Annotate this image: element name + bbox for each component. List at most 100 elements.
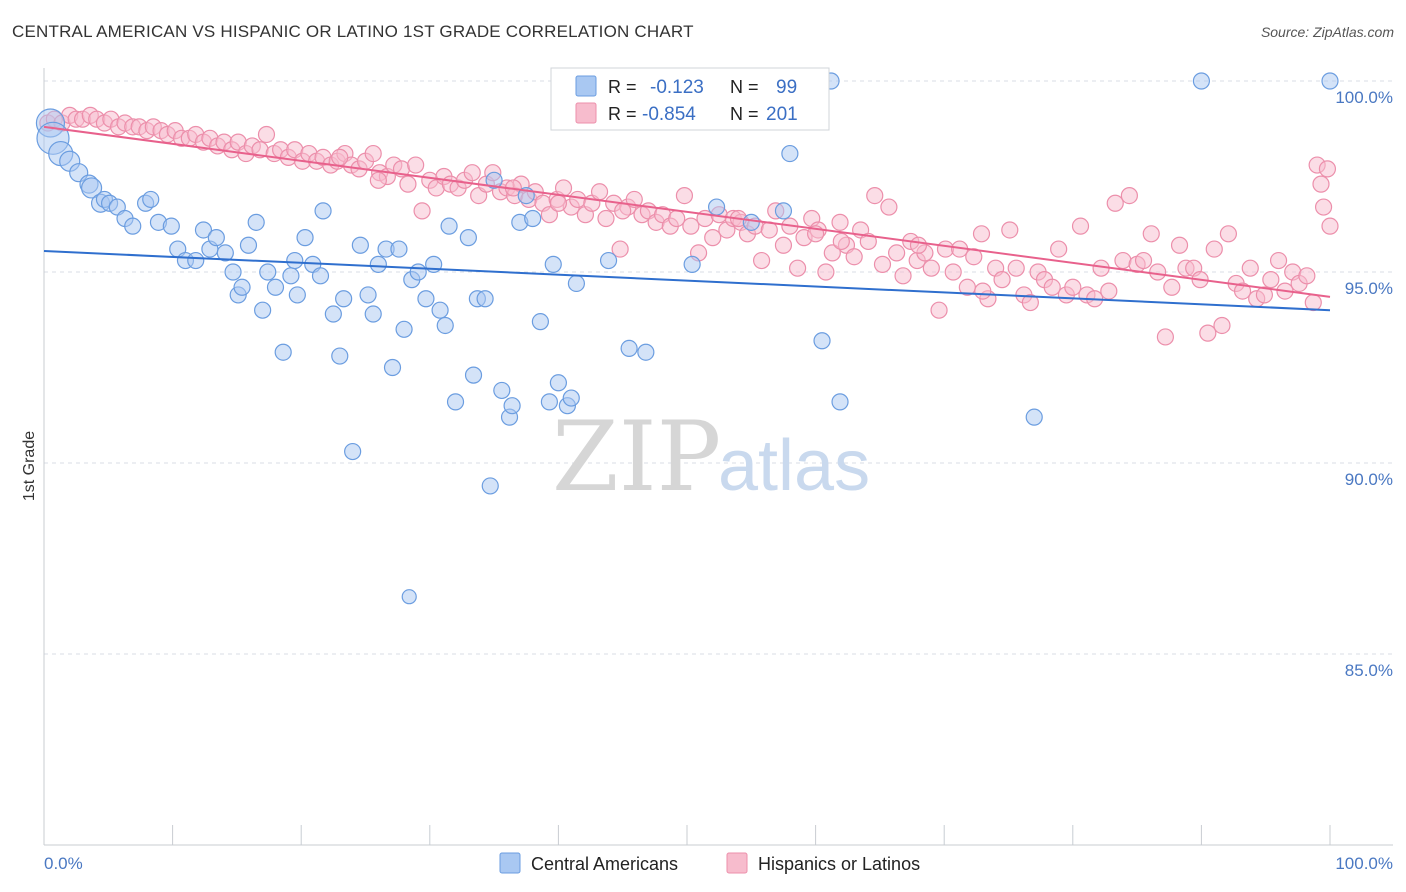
pink-data-point xyxy=(845,248,863,266)
blue-data-point xyxy=(503,397,521,415)
grid-lines xyxy=(44,80,1393,655)
pink-data-point xyxy=(569,190,587,209)
y-tick-labels: 100.0% 95.0% 90.0% 85.0% xyxy=(1335,88,1393,680)
pink-data-point xyxy=(1142,225,1160,243)
y-axis-label: 1st Grade xyxy=(21,431,38,501)
pink-data-point xyxy=(1100,282,1118,300)
pink-data-point xyxy=(1071,217,1090,235)
pink-data-point xyxy=(993,271,1011,289)
blue-data-point xyxy=(311,267,330,285)
blue-data-point xyxy=(1192,72,1211,90)
blue-data-point xyxy=(1025,408,1043,426)
pink-data-point xyxy=(1120,187,1138,205)
blue-data-point xyxy=(351,236,369,254)
pink-data-point xyxy=(1269,251,1288,270)
watermark-zip: ZIP xyxy=(552,401,721,513)
pink-data-point xyxy=(1318,160,1337,178)
blue-data-point xyxy=(481,477,499,495)
chart-source: Source: ZipAtlas.com xyxy=(1260,24,1394,40)
series-legend-blue-label: Central Americans xyxy=(531,854,678,874)
blue-data-point xyxy=(549,374,568,392)
y-tick-label: 90.0% xyxy=(1345,470,1393,489)
blue-data-point xyxy=(296,229,314,247)
blue-data-point xyxy=(446,393,465,411)
blue-data-point xyxy=(359,286,377,304)
blue-data-point xyxy=(440,217,458,235)
blue-data-point xyxy=(476,290,494,308)
pink-data-point xyxy=(859,232,877,251)
series-legend-blue-swatch xyxy=(499,852,521,874)
pink-data-point xyxy=(590,183,609,201)
pink-data-point xyxy=(463,164,481,182)
series-legend-pink-swatch xyxy=(726,852,748,874)
pink-data-point xyxy=(540,206,558,224)
pink-data-point xyxy=(972,225,991,243)
pink-data-point xyxy=(399,175,417,193)
blue-data-point xyxy=(742,213,760,231)
blue-trend-line xyxy=(43,249,1331,312)
blue-data-point xyxy=(142,190,160,209)
legend-pink-swatch xyxy=(575,102,597,124)
pink-data-point xyxy=(1199,324,1217,342)
blue-data-point xyxy=(409,263,427,281)
pink-data-point xyxy=(1043,278,1061,296)
legend-pink-r-label: R = xyxy=(608,104,637,124)
legend-pink-n-value: 201 xyxy=(766,104,798,125)
pink-data-point xyxy=(554,179,573,197)
pink-data-point xyxy=(823,244,841,262)
blue-data-point xyxy=(417,290,435,308)
pink-data-point xyxy=(364,144,382,163)
blue-data-point xyxy=(524,209,542,228)
pink-data-point xyxy=(1156,328,1174,346)
blue-data-point xyxy=(637,343,655,361)
blue-data-point xyxy=(233,278,251,296)
legend-blue-r-value: -0.123 xyxy=(650,77,704,98)
blue-data-point xyxy=(436,316,454,335)
blue-data-point xyxy=(239,236,258,254)
pink-data-point xyxy=(894,267,912,285)
pink-data-point xyxy=(974,282,992,300)
pink-data-point xyxy=(413,202,431,220)
pink-data-point xyxy=(866,187,884,205)
blue-data-point xyxy=(364,305,382,323)
blue-data-point xyxy=(288,286,306,304)
blue-data-point xyxy=(562,389,580,407)
blue-data-point xyxy=(224,263,242,281)
blue-data-point xyxy=(324,305,342,323)
pink-data-point xyxy=(873,255,892,273)
blue-data-point xyxy=(531,313,549,331)
blue-data-point xyxy=(683,255,701,273)
pink-data-point xyxy=(1064,278,1082,296)
pink-data-point xyxy=(1163,278,1181,296)
pink-data-point xyxy=(331,148,349,166)
watermark-atlas: atlas xyxy=(718,426,870,506)
y-tick-label: 95.0% xyxy=(1345,279,1393,298)
pink-data-point xyxy=(1321,217,1339,235)
pink-data-point xyxy=(965,248,983,266)
pink-data-point xyxy=(549,194,568,212)
pink-data-point xyxy=(831,213,849,231)
pink-data-point xyxy=(369,171,387,189)
pink-data-point xyxy=(1314,198,1333,216)
pink-data-point xyxy=(922,259,940,277)
blue-data-point xyxy=(431,301,449,319)
legend-blue-n-value: 99 xyxy=(776,77,797,98)
pink-data-point xyxy=(407,156,425,174)
pink-data-point xyxy=(1312,175,1330,193)
pink-data-point xyxy=(1255,286,1274,304)
axes xyxy=(43,68,1393,846)
blue-data-point xyxy=(162,217,180,235)
blue-data-point xyxy=(286,251,304,270)
pink-data-point xyxy=(930,301,948,319)
pink-data-point xyxy=(1149,263,1167,281)
blue-data-point xyxy=(314,202,332,220)
pink-data-point xyxy=(1213,316,1231,335)
blue-data-point xyxy=(282,267,300,285)
pink-data-point xyxy=(880,198,898,216)
blue-data-point xyxy=(383,358,402,377)
blue-points xyxy=(35,72,1339,605)
blue-data-point xyxy=(247,213,265,231)
blue-data-point xyxy=(254,301,272,319)
blue-data-point xyxy=(259,263,277,281)
series-legend-pink-label: Hispanics or Latinos xyxy=(758,854,920,874)
